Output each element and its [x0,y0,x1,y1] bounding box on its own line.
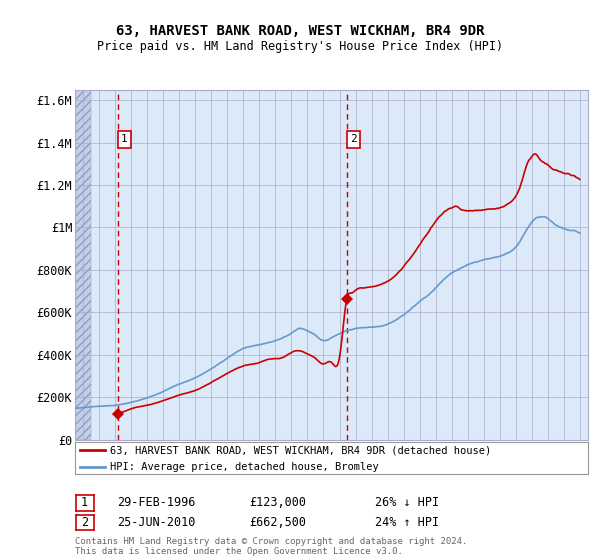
Text: This data is licensed under the Open Government Licence v3.0.: This data is licensed under the Open Gov… [75,547,403,556]
Text: 25-JUN-2010: 25-JUN-2010 [117,516,196,529]
Text: £123,000: £123,000 [249,496,306,510]
Text: 26% ↓ HPI: 26% ↓ HPI [375,496,439,510]
Text: 1: 1 [81,496,88,510]
Text: Contains HM Land Registry data © Crown copyright and database right 2024.: Contains HM Land Registry data © Crown c… [75,537,467,546]
Text: 2: 2 [81,516,88,529]
Text: 63, HARVEST BANK ROAD, WEST WICKHAM, BR4 9DR: 63, HARVEST BANK ROAD, WEST WICKHAM, BR4… [116,24,484,38]
Text: 2: 2 [350,134,357,144]
Text: HPI: Average price, detached house, Bromley: HPI: Average price, detached house, Brom… [110,462,379,472]
Text: 1: 1 [121,134,127,144]
Text: Price paid vs. HM Land Registry's House Price Index (HPI): Price paid vs. HM Land Registry's House … [97,40,503,53]
Text: 24% ↑ HPI: 24% ↑ HPI [375,516,439,529]
Text: £662,500: £662,500 [249,516,306,529]
Text: 29-FEB-1996: 29-FEB-1996 [117,496,196,510]
Text: 63, HARVEST BANK ROAD, WEST WICKHAM, BR4 9DR (detached house): 63, HARVEST BANK ROAD, WEST WICKHAM, BR4… [110,445,491,455]
